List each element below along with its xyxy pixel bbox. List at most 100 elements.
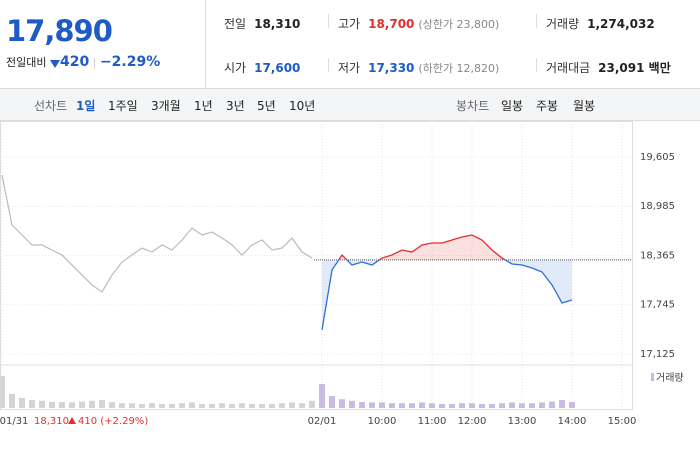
tab[interactable]: 1주일 [108, 99, 138, 113]
volume-bar [259, 404, 265, 408]
stat-label: 거래량 [546, 17, 580, 31]
volume-bar [209, 404, 215, 408]
volume-bar [429, 403, 435, 408]
volume-bar [479, 404, 485, 408]
volume-bar [239, 403, 245, 408]
tab[interactable]: 5년 [257, 99, 276, 113]
x-tick-label: 14:00 [558, 416, 587, 427]
volume-bar [459, 403, 465, 408]
volume-bar [359, 402, 365, 408]
volume-bar [39, 400, 45, 408]
volume-bar [89, 400, 95, 408]
volume-bar [439, 404, 445, 408]
tab[interactable]: 10년 [289, 99, 316, 113]
volume-bar [309, 400, 315, 408]
volume-bar [379, 402, 385, 408]
separator [328, 14, 329, 28]
area-down [322, 259, 572, 330]
stat-label: 저가 [338, 61, 361, 75]
volume-bar [189, 402, 195, 408]
volume-bar [179, 403, 185, 408]
volume-bar [59, 402, 65, 408]
stat: 거래대금 23,091 백만 [546, 59, 671, 76]
volume-bar [229, 404, 235, 408]
volume-bar [489, 404, 495, 408]
plot-frame [0, 121, 633, 410]
tab[interactable]: 1년 [194, 99, 213, 113]
volume-bar [9, 394, 15, 408]
tab-group-label: 봉차트 [456, 99, 490, 113]
tab[interactable]: 3년 [226, 99, 245, 113]
down-arrow [49, 59, 60, 68]
volume-bar [49, 402, 55, 408]
footer-close: 18,310 [34, 416, 69, 427]
y-tick-label: 19,605 [640, 152, 675, 163]
stat-value: 17,330 [368, 61, 415, 75]
stat-value: 18,310 [254, 17, 301, 31]
volume-bar [409, 403, 415, 408]
tab[interactable]: 1일 [76, 99, 96, 113]
volume-bar [149, 403, 155, 408]
volume-bar [519, 403, 525, 408]
stat-label: 고가 [338, 17, 361, 31]
volume-bar [159, 404, 165, 408]
tab[interactable]: 일봉 [501, 99, 524, 113]
volume-bar [509, 402, 515, 408]
volume-bar [219, 403, 225, 408]
stat: 저가 17,330 (하한가 12,820) [338, 59, 499, 76]
tab[interactable]: 주봉 [536, 99, 559, 113]
tab[interactable]: 3개월 [151, 99, 181, 113]
volume-bar [569, 402, 575, 408]
volume-bar [29, 400, 35, 408]
volume-bar [249, 404, 255, 408]
line-down [321, 259, 573, 331]
tabs: 선차트 1일 1주일 3개월 1년 3년 5년 10년 봉차트 일봉 주봉 월봉 [0, 89, 700, 121]
stat: 거래량 1,274,032 [546, 15, 655, 32]
volume-bar [539, 402, 545, 408]
volume-bar [99, 400, 105, 408]
summary: 17,890 전일대비 420 | −2.29% 전일 18,310 고가 18,70… [0, 0, 700, 89]
line-up [337, 234, 507, 260]
volume-bar [369, 402, 375, 408]
stats-row: 시가 17,600 저가 17,330 (하한가 12,820) 거래대금 23,091 백… [210, 44, 700, 88]
change-value: 420 [59, 54, 90, 70]
x-tick-label: 11:00 [418, 416, 447, 427]
separator [328, 58, 329, 72]
stat-label: 시가 [224, 61, 247, 75]
stat-value: 18,700 [368, 17, 415, 31]
y-tick-label: 18,985 [640, 201, 675, 212]
up-arrow [68, 417, 76, 424]
volume-legend-swatch [651, 373, 654, 381]
y-tick-label: 18,365 [640, 250, 675, 261]
volume-bar [549, 401, 555, 408]
volume-bar [0, 376, 5, 408]
volume-bar [139, 404, 145, 408]
chart: 17,125 17,745 18,365 18,985 19,605 01/31 02/01… [0, 121, 684, 427]
stat-label: 전일 [224, 17, 247, 31]
volume-bar [299, 403, 305, 408]
volume-bar [449, 404, 455, 408]
x-tick-label: 15:00 [608, 416, 637, 427]
tab-group-label: 선차트 [34, 99, 68, 113]
separator [536, 58, 537, 72]
volume-bar [529, 403, 535, 408]
line-prev [1, 174, 313, 293]
footer-change: 410 (+2.29%) [78, 416, 148, 427]
volume-bar [399, 403, 405, 408]
stat-value: 23,091 백만 [598, 61, 671, 75]
stat: 고가 18,700 (상한가 23,800) [338, 15, 499, 32]
volume-bar [329, 396, 335, 408]
volume-bar [289, 402, 295, 408]
volume-bar [169, 404, 175, 408]
change: 전일대비 420 | −2.29% [6, 54, 161, 70]
tab[interactable]: 월봉 [573, 99, 596, 113]
y-tick-label: 17,125 [640, 349, 675, 360]
stat-extra: (하한가 12,820) [418, 62, 500, 75]
volume-bar [79, 401, 85, 408]
y-tick-label: 17,745 [640, 300, 675, 311]
volume-bar [269, 404, 275, 408]
volume-bar [339, 399, 345, 408]
stats-row: 전일 18,310 고가 18,700 (상한가 23,800) 거래량 1,274,032 [210, 0, 700, 44]
x-tick-label: 13:00 [508, 416, 537, 427]
